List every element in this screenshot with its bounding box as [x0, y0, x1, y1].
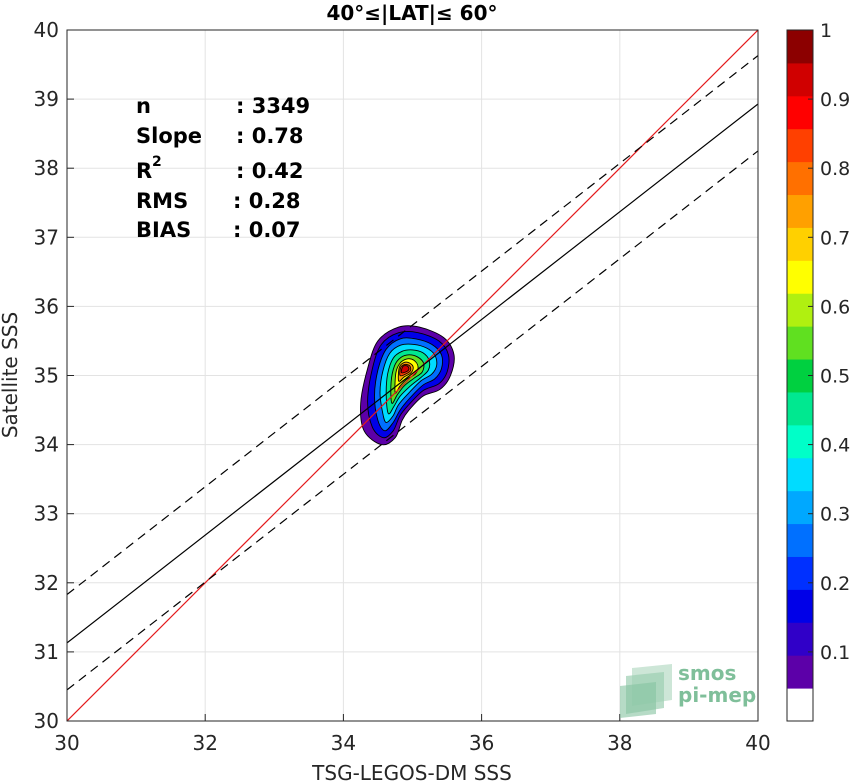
colorbar-segment — [787, 490, 813, 525]
stats-box: n : 3349 Slope : 0.78 R 2 : 0.42 RMS : 0.28 BIAS:… — [136, 94, 310, 242]
stat-label: Slope — [136, 124, 202, 148]
y-tick-labels: 30 31 32 33 34 35 36 37 38 39 40 — [34, 18, 74, 733]
y-tick-label: 31 — [34, 640, 59, 664]
y-tick-label: 33 — [34, 502, 59, 526]
stat-superscript: 2 — [152, 154, 162, 170]
x-tick-label: 32 — [192, 731, 217, 755]
x-tick-label: 40 — [745, 731, 770, 755]
y-tick-label: 40 — [34, 18, 59, 42]
fit-lines — [67, 30, 758, 721]
colorbar-segment — [787, 391, 813, 426]
colorbar-segment — [787, 293, 813, 327]
colorbar-segment — [787, 457, 813, 492]
y-tick-label: 30 — [34, 709, 59, 733]
colorbar-segment — [787, 589, 813, 623]
stat-label: BIAS — [136, 218, 191, 242]
stat-value: : 0.28 — [233, 189, 301, 213]
colorbar-tick-label: 0.8 — [820, 158, 850, 180]
colorbar-tick-label: 0.7 — [820, 227, 850, 249]
y-tick-label: 35 — [34, 364, 59, 388]
smos-pimep-logo: smos pi-mep — [620, 661, 756, 718]
colorbar-segment — [787, 260, 813, 294]
colorbar-segment — [787, 424, 813, 459]
y-tick-label: 36 — [34, 294, 59, 318]
x-tick-label: 38 — [607, 731, 632, 755]
colorbar-segment — [787, 128, 813, 163]
colorbar-segment — [787, 655, 813, 689]
colorbar-segment — [787, 523, 813, 557]
y-tick-label: 39 — [34, 87, 59, 111]
stat-value: : 0.78 — [236, 124, 304, 148]
stat-label: n — [136, 94, 151, 118]
density-contour-level — [400, 365, 410, 374]
density-contours — [360, 325, 455, 446]
colorbar-segment — [787, 62, 813, 97]
stat-label: RMS — [136, 189, 188, 213]
colorbar-segment — [787, 95, 813, 130]
colorbar: 0.1 0.2 0.3 0.4 0.5 0.6 0.7 0.8 0.9 1 — [786, 20, 850, 722]
colorbar-segment — [787, 227, 813, 261]
colorbar-tick-label: 0.5 — [820, 366, 850, 388]
y-tick-label: 34 — [34, 433, 59, 457]
y-tick-label: 37 — [34, 225, 59, 249]
colorbar-segment — [787, 622, 813, 656]
y-tick-label: 38 — [34, 156, 59, 180]
x-tick-label: 30 — [54, 731, 79, 755]
colorbar-tick-label: 1 — [820, 20, 832, 42]
logo-text-smos: smos — [678, 661, 736, 685]
chart-title: 40°≤|LAT|≤ 60° — [326, 1, 497, 25]
x-tick-labels: 30 32 34 36 38 40 — [54, 714, 771, 755]
logo-mark-icon — [620, 664, 672, 718]
one-to-one-line — [67, 30, 758, 721]
stat-value: : 3349 — [236, 94, 310, 118]
colorbar-segment — [787, 194, 813, 228]
colorbar-tick-label: 0.4 — [820, 435, 850, 457]
y-tick-label: 32 — [34, 571, 59, 595]
colorbar-segment — [787, 556, 813, 590]
colorbar-tick-label: 0.1 — [820, 642, 850, 664]
x-tick-label: 36 — [469, 731, 494, 755]
colorbar-segment — [787, 688, 813, 722]
upper-bound-line — [67, 55, 758, 596]
colorbar-segment — [787, 30, 813, 64]
stat-value: : 0.07 — [233, 218, 301, 242]
colorbar-tick-label: 0.6 — [820, 296, 850, 318]
regression-line — [67, 103, 758, 644]
colorbar-tick-label: 0.9 — [820, 89, 850, 111]
colorbar-segment — [787, 161, 813, 196]
y-axis-label: Satellite SSS — [0, 312, 22, 438]
colorbar-tick-label: 0.3 — [820, 504, 850, 526]
logo-text-pimep: pi-mep — [678, 683, 756, 707]
stat-value: : 0.42 — [236, 159, 304, 183]
stat-label: R — [136, 159, 152, 183]
x-axis-label: TSG-LEGOS-DM SSS — [311, 761, 512, 784]
lower-bound-line — [67, 150, 758, 691]
colorbar-segment — [787, 326, 813, 360]
x-tick-label: 34 — [331, 731, 356, 755]
colorbar-tick-label: 0.2 — [820, 573, 850, 595]
